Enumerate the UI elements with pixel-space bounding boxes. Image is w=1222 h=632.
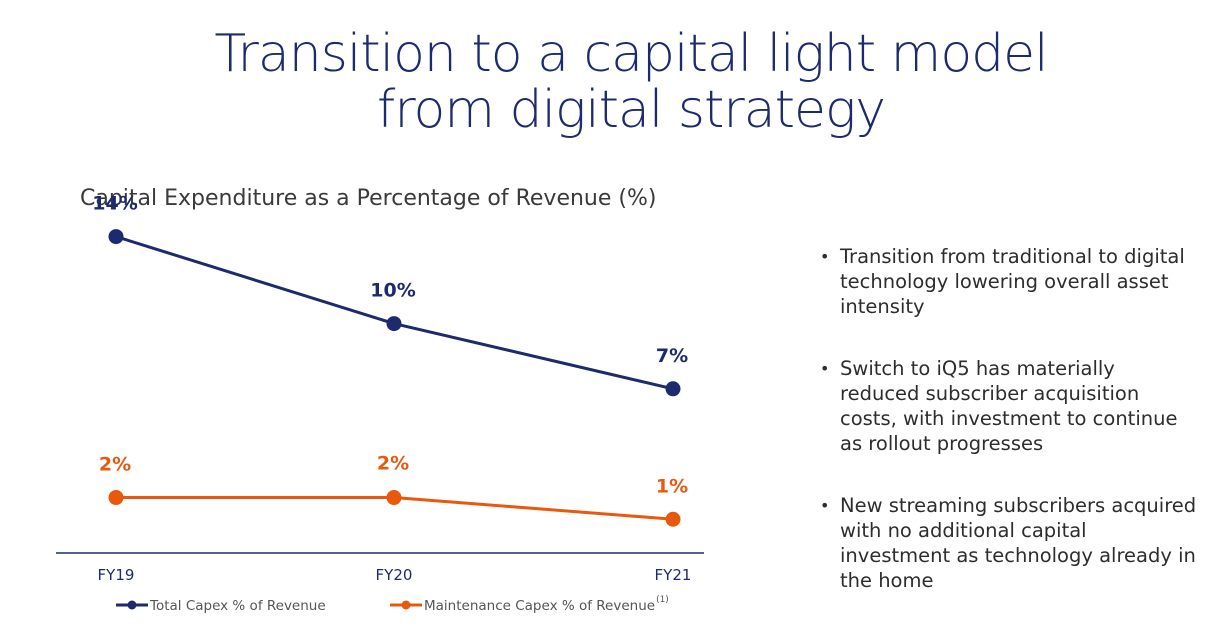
page-title: Transition to a capital light model from… (0, 26, 1222, 138)
data-point (108, 229, 124, 245)
bullet-item: Transition from traditional to digital t… (818, 244, 1198, 319)
data-point (665, 511, 681, 527)
data-label: 2% (99, 454, 131, 476)
data-label: 14% (92, 193, 137, 215)
chart-title: Capital Expenditure as a Percentage of R… (80, 186, 657, 211)
data-point (386, 490, 402, 506)
legend-label: Maintenance Capex % of Revenue (424, 598, 655, 614)
series-line (115, 235, 674, 391)
legend-footnote: (1) (656, 595, 669, 605)
legend-swatch-dot (401, 600, 411, 610)
data-label: 7% (656, 345, 688, 367)
title-line-2: from digital strategy (377, 80, 886, 140)
bullet-item: New streaming subscribers acquired with … (818, 493, 1198, 593)
legend-label: Total Capex % of Revenue (149, 598, 326, 614)
bullet-item: Switch to iQ5 has materially reduced sub… (818, 356, 1198, 456)
x-tick-label: FY20 (376, 566, 413, 584)
bullet-list: Transition from traditional to digital t… (818, 244, 1198, 630)
x-tick-label: FY19 (98, 566, 135, 584)
legend: Total Capex % of Revenue Maintenance Cape… (116, 595, 669, 614)
title-line-1: Transition to a capital light model (214, 24, 1048, 84)
data-point (386, 316, 402, 332)
legend-swatch-dot (127, 600, 137, 610)
data-label: 1% (656, 475, 688, 497)
data-point (108, 490, 124, 506)
x-tick-label: FY21 (655, 566, 692, 584)
x-tick-labels: FY19 FY20 FY21 (98, 566, 692, 584)
data-label: 2% (377, 453, 409, 475)
series-layer: 14% 10% 7% 2% 2% 1% (92, 193, 688, 527)
data-label: 10% (370, 280, 415, 302)
data-point (665, 381, 681, 397)
